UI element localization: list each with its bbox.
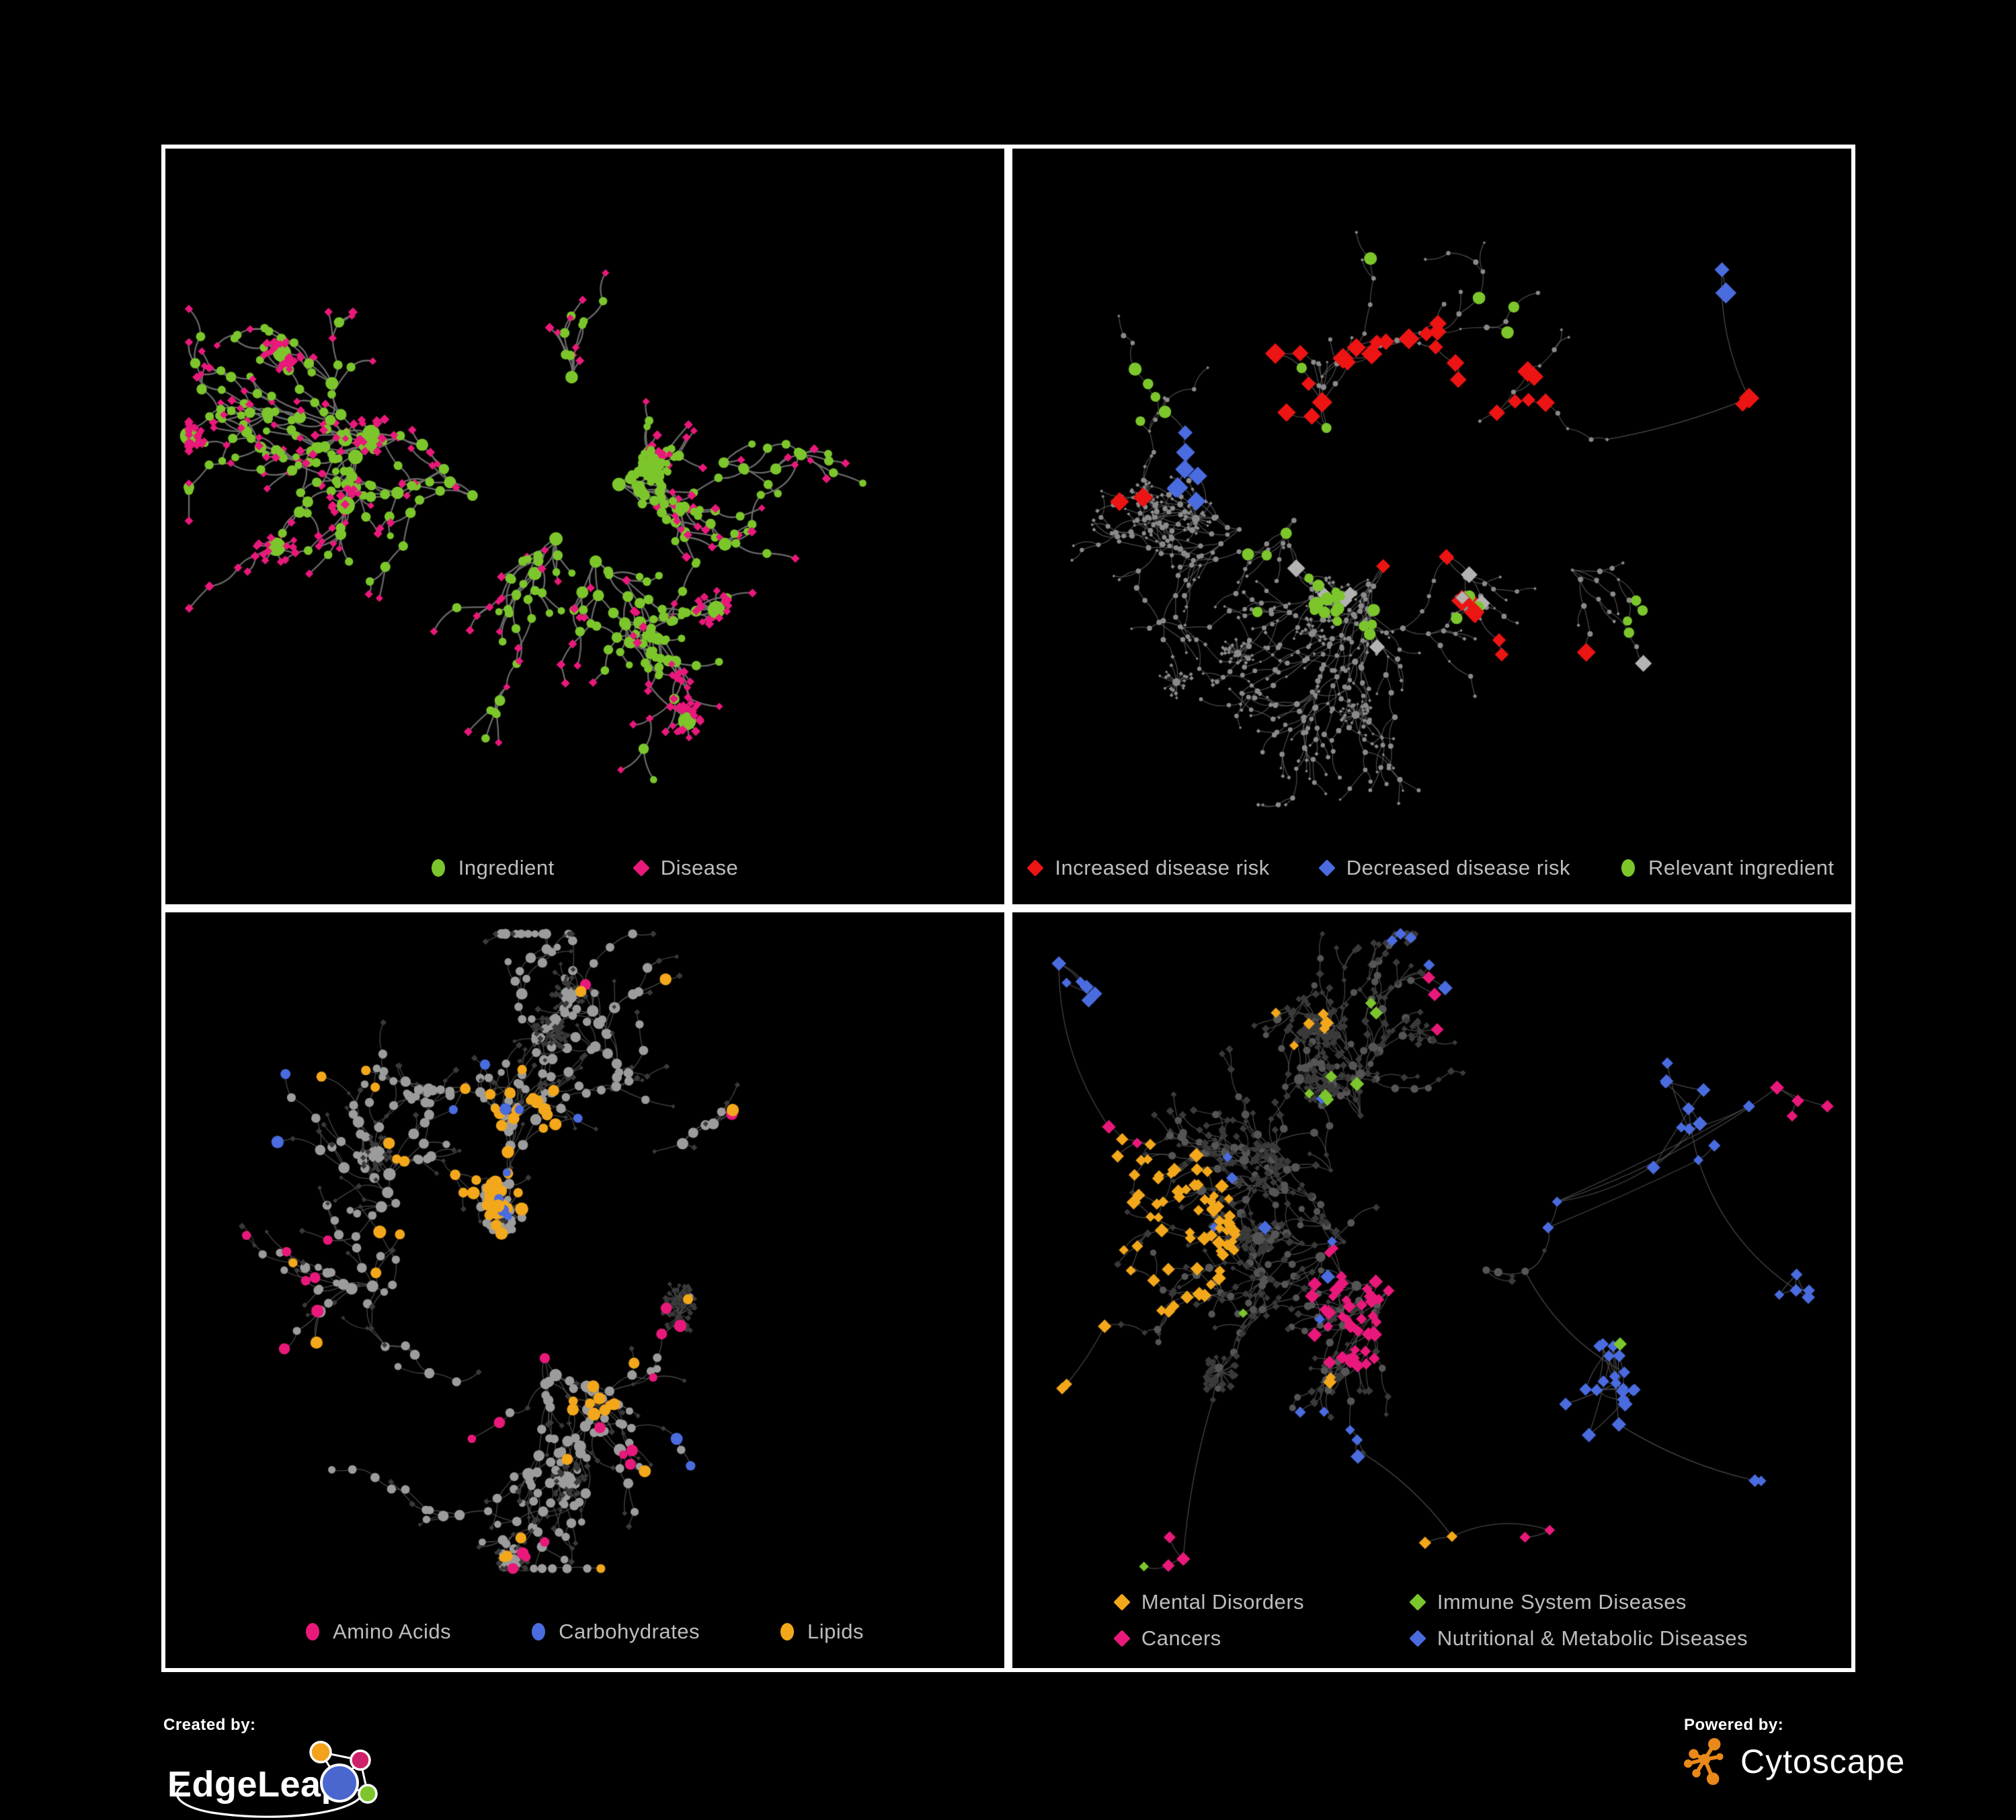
legend-disease-categories: Mental Disorders Immune System Diseases … <box>1012 1590 1851 1651</box>
created-by-block: Created by: EdgeLeap <box>163 1716 400 1820</box>
nutritional-metabolic-diamond-glyph <box>1409 1630 1426 1647</box>
network-canvas-ingredient-disease <box>165 149 1004 904</box>
legend-label: Nutritional & Metabolic Diseases <box>1437 1626 1748 1650</box>
network-canvas-disease-categories <box>1012 912 1851 1668</box>
powered-by-label: Powered by: <box>1684 1716 1784 1734</box>
mental-disorders-diamond-glyph <box>1113 1593 1131 1611</box>
legend-label: Lipids <box>807 1620 864 1643</box>
edgeleap-orange-node <box>309 1741 332 1764</box>
legend-label: Decreased disease risk <box>1346 856 1570 879</box>
legend-label: Ingredient <box>458 856 555 879</box>
increased-risk-diamond-glyph <box>1026 859 1045 877</box>
ingredient-circle-glyph <box>431 859 445 877</box>
disease-diamond-glyph <box>632 859 650 877</box>
cytoscape-icon-nodes <box>1684 1738 1724 1785</box>
legend-item-ingredient: Ingredient <box>431 856 555 880</box>
immune-system-diamond-glyph <box>1409 1593 1426 1611</box>
four-panel-network-board: Ingredient Disease Increased disease ris… <box>161 145 1855 1672</box>
edgeleap-wordmark: EdgeLeap <box>167 1764 344 1805</box>
legend-item-decreased-risk: Decreased disease risk <box>1318 856 1570 880</box>
legend-item-increased-risk: Increased disease risk <box>1026 856 1270 880</box>
legend-label: Cancers <box>1141 1626 1221 1650</box>
legend-label: Increased disease risk <box>1055 856 1270 879</box>
panel-ingredient-disease: Ingredient Disease <box>161 145 1008 908</box>
legend-item-cancers: Cancers <box>1113 1626 1385 1651</box>
legend-item-disease: Disease <box>632 856 739 880</box>
lipids-circle-glyph <box>780 1623 794 1640</box>
cytoscape-icon <box>1684 1738 1724 1785</box>
edgeleap-swoosh <box>175 1782 365 1818</box>
legend-ingredient-disease: Ingredient Disease <box>165 856 1004 880</box>
panel-macronutrient-classes: Amino Acids Carbohydrates Lipids <box>161 908 1008 1672</box>
relevant-ingredient-circle-glyph <box>1621 859 1635 877</box>
panel-disease-categories: Mental Disorders Immune System Diseases … <box>1008 908 1855 1672</box>
legend-item-lipids: Lipids <box>780 1620 864 1644</box>
cytoscape-wordmark: Cytoscape <box>1740 1743 1906 1780</box>
cytoscape-logo-row: Cytoscape <box>1684 1736 1905 1787</box>
legend-label: Amino Acids <box>333 1620 452 1643</box>
legend-item-amino-acids: Amino Acids <box>306 1620 451 1644</box>
decreased-risk-diamond-glyph <box>1318 859 1336 877</box>
legend-label: Disease <box>660 856 739 879</box>
legend-label: Mental Disorders <box>1141 1590 1305 1614</box>
legend-item-immune-system-diseases: Immune System Diseases <box>1409 1590 1748 1614</box>
edgeleap-magenta-node <box>350 1749 371 1771</box>
amino-acids-circle-glyph <box>306 1623 320 1640</box>
network-canvas-disease-risk <box>1012 149 1851 904</box>
edgeleap-blue-node <box>320 1764 359 1803</box>
legend-label: Carbohydrates <box>559 1620 700 1643</box>
legend-label: Immune System Diseases <box>1437 1590 1687 1614</box>
network-canvas-macronutrients <box>165 912 1004 1668</box>
powered-by-block: Powered by: Cytoscape <box>1684 1716 1905 1787</box>
legend-item-relevant-ingredient: Relevant ingredient <box>1621 856 1834 880</box>
cancers-diamond-glyph <box>1113 1630 1131 1647</box>
edgeleap-green-node <box>358 1784 378 1804</box>
panel-disease-risk: Increased disease risk Decreased disease… <box>1008 145 1855 908</box>
edgeleap-logo: EdgeLeap <box>167 1741 378 1818</box>
legend-item-carbohydrates: Carbohydrates <box>532 1620 700 1644</box>
created-by-label: Created by: <box>163 1716 256 1734</box>
legend-item-nutritional-metabolic-diseases: Nutritional & Metabolic Diseases <box>1409 1626 1748 1651</box>
legend-disease-risk: Increased disease risk Decreased disease… <box>1012 856 1851 880</box>
legend-item-mental-disorders: Mental Disorders <box>1113 1590 1385 1614</box>
legend-macronutrients: Amino Acids Carbohydrates Lipids <box>165 1620 1004 1644</box>
carbohydrates-circle-glyph <box>532 1623 546 1640</box>
legend-label: Relevant ingredient <box>1648 856 1834 879</box>
